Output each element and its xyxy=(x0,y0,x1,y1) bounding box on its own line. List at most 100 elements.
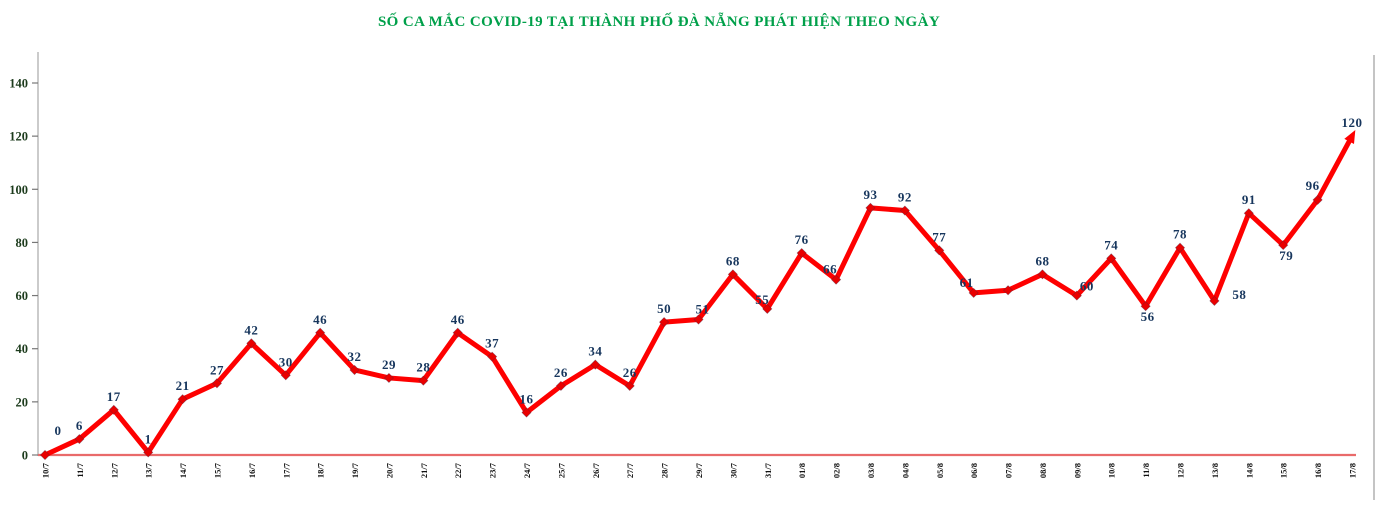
x-tick-label: 12/8 xyxy=(1176,463,1186,478)
data-point-marker xyxy=(624,380,635,392)
data-point-label: 32 xyxy=(348,349,362,364)
x-tick-label: 25/7 xyxy=(556,462,566,478)
data-point-marker xyxy=(659,317,670,328)
x-tick-label: 19/7 xyxy=(350,462,360,478)
x-tick-label: 18/7 xyxy=(316,462,326,478)
data-point-marker xyxy=(590,359,601,370)
x-tick-label: 15/8 xyxy=(1279,463,1289,478)
x-tick-label: 22/7 xyxy=(453,462,463,478)
line-end-arrowhead-icon xyxy=(1344,129,1356,145)
data-point-label: 61 xyxy=(960,275,974,290)
x-tick-label: 24/7 xyxy=(522,462,532,478)
x-tick-label: 26/7 xyxy=(591,462,601,478)
x-tick-label: 23/7 xyxy=(488,462,498,478)
y-tick-label: 140 xyxy=(9,77,28,91)
x-tick-label: 07/8 xyxy=(1004,463,1014,478)
x-tick-label: 27/7 xyxy=(625,462,635,478)
data-point-label: 93 xyxy=(863,187,877,202)
data-point-marker xyxy=(555,380,567,392)
x-tick-label: 02/8 xyxy=(832,463,842,478)
data-point-marker xyxy=(383,372,395,384)
x-tick-label: 29/7 xyxy=(694,462,704,478)
data-point-marker xyxy=(934,245,945,256)
y-tick-label: 40 xyxy=(16,342,29,356)
data-point-label: 46 xyxy=(313,312,327,327)
x-tick-label: 14/8 xyxy=(1244,463,1254,478)
data-point-label: 27 xyxy=(210,362,224,377)
data-point-label: 120 xyxy=(1342,115,1363,130)
data-point-marker xyxy=(143,447,154,458)
data-point-label: 0 xyxy=(55,423,62,438)
data-point-marker xyxy=(1140,301,1151,312)
data-point-marker xyxy=(1243,208,1254,219)
data-point-marker xyxy=(177,394,188,405)
x-tick-label: 12/7 xyxy=(109,462,119,478)
x-tick-label: 16/7 xyxy=(247,462,257,478)
x-tick-label: 01/8 xyxy=(797,463,807,478)
data-point-label: 21 xyxy=(176,378,190,393)
data-point-marker xyxy=(418,375,429,386)
data-point-label: 74 xyxy=(1104,237,1118,252)
x-tick-label: 15/7 xyxy=(212,462,222,478)
data-point-marker xyxy=(1312,194,1323,206)
data-point-marker xyxy=(1002,285,1014,296)
data-point-label: 34 xyxy=(588,344,602,359)
y-tick-label: 120 xyxy=(9,130,28,144)
data-point-label: 96 xyxy=(1306,178,1320,193)
data-point-label: 50 xyxy=(657,301,671,316)
x-tick-label: 20/7 xyxy=(384,462,394,478)
data-point-marker xyxy=(315,327,326,338)
x-tick-label: 06/8 xyxy=(969,463,979,478)
data-point-marker xyxy=(693,314,704,325)
data-point-label: 66 xyxy=(823,262,837,277)
data-point-marker xyxy=(830,274,842,285)
x-tick-label: 03/8 xyxy=(866,463,876,478)
y-tick-label: 60 xyxy=(16,289,29,303)
data-point-label: 6 xyxy=(76,418,83,433)
data-point-label: 76 xyxy=(795,232,809,247)
x-tick-label: 13/7 xyxy=(144,462,154,478)
y-tick-label: 80 xyxy=(16,236,29,250)
data-point-marker xyxy=(1071,290,1082,301)
data-point-marker xyxy=(727,269,738,280)
x-tick-label: 21/7 xyxy=(419,462,429,478)
data-point-marker xyxy=(211,378,223,389)
data-point-label: 78 xyxy=(1173,227,1187,242)
data-point-label: 60 xyxy=(1080,279,1094,294)
data-point-label: 29 xyxy=(382,357,396,372)
data-point-marker xyxy=(762,303,773,314)
data-point-label: 1 xyxy=(145,431,152,446)
data-point-label: 46 xyxy=(451,312,465,327)
data-point-label: 91 xyxy=(1242,192,1256,207)
data-point-marker xyxy=(487,351,498,362)
data-point-marker xyxy=(108,404,119,415)
x-tick-label: 10/8 xyxy=(1107,463,1117,478)
x-tick-label: 16/8 xyxy=(1313,463,1323,478)
data-point-marker xyxy=(1278,239,1289,251)
data-point-marker xyxy=(899,205,910,216)
x-tick-label: 11/7 xyxy=(75,462,85,477)
x-tick-label: 17/8 xyxy=(1348,463,1358,478)
data-point-marker xyxy=(452,327,463,338)
x-tick-label: 17/7 xyxy=(281,462,291,478)
data-point-label: 28 xyxy=(416,360,430,375)
data-point-marker xyxy=(39,449,51,461)
data-point-label: 30 xyxy=(279,354,293,369)
y-tick-label: 100 xyxy=(9,183,28,197)
data-point-label: 68 xyxy=(726,253,740,268)
data-point-label: 77 xyxy=(932,229,946,244)
data-point-marker xyxy=(968,287,979,299)
data-point-marker xyxy=(74,433,85,445)
data-point-label: 79 xyxy=(1279,248,1293,263)
data-point-label: 58 xyxy=(1232,287,1246,302)
data-point-label: 55 xyxy=(755,292,769,307)
data-point-marker xyxy=(349,364,360,376)
data-point-label: 51 xyxy=(696,301,710,316)
data-point-label: 56 xyxy=(1141,309,1155,324)
y-tick-label: 20 xyxy=(16,395,29,409)
data-point-label: 68 xyxy=(1035,253,1049,268)
chart-title: SỐ CA MẮC COVID-19 TẠI THÀNH PHỐ ĐÀ NẴNG… xyxy=(377,14,941,30)
data-point-marker xyxy=(1037,269,1048,280)
